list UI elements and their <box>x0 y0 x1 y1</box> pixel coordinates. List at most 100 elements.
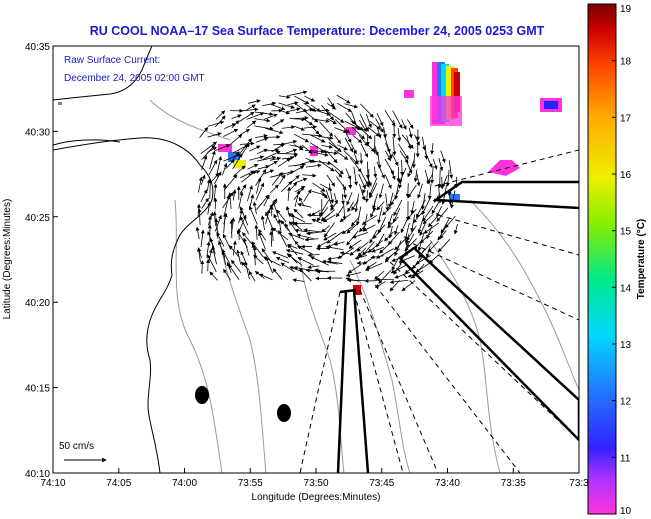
current-vector <box>196 247 201 263</box>
current-vector <box>351 111 359 131</box>
current-vector <box>269 230 274 247</box>
beam-7 <box>353 291 404 473</box>
current-vector <box>378 183 384 199</box>
current-vector <box>263 194 270 207</box>
current-vector <box>398 255 415 263</box>
current-vector <box>257 155 277 162</box>
current-vectors <box>195 90 459 292</box>
current-vector <box>286 253 303 266</box>
current-vector <box>370 255 384 260</box>
current-vector <box>334 169 343 178</box>
current-vector <box>208 120 225 127</box>
current-vector <box>355 206 362 226</box>
current-vector <box>297 202 312 208</box>
current-vector <box>228 245 240 258</box>
current-vector <box>297 245 314 255</box>
current-vector <box>373 166 378 179</box>
current-vector <box>437 169 442 189</box>
current-vector <box>362 224 376 232</box>
current-vector <box>377 216 387 234</box>
current-vector <box>384 248 400 261</box>
y-tick-label: 40:20 <box>25 298 50 309</box>
current-vector <box>421 197 431 216</box>
current-vector <box>263 134 281 139</box>
current-vector <box>319 150 339 156</box>
current-vector <box>407 184 417 199</box>
current-vector <box>415 255 431 265</box>
beam-solid-b <box>352 289 370 473</box>
current-vector <box>364 190 369 203</box>
current-vector <box>223 128 239 137</box>
current-vector <box>326 150 338 164</box>
current-vector <box>362 182 368 194</box>
current-vector <box>419 230 434 244</box>
current-vector <box>321 225 330 233</box>
sst-patch-warm <box>353 285 361 295</box>
chart-title: RU COOL NOAA–17 Sea Surface Temperature:… <box>90 24 545 38</box>
current-vector <box>415 262 432 273</box>
current-vector <box>254 134 268 139</box>
current-vector <box>326 231 343 244</box>
current-vector <box>275 256 290 264</box>
current-vector <box>272 119 285 127</box>
current-vector <box>303 228 321 233</box>
current-vector <box>450 190 456 209</box>
current-vector <box>430 143 435 155</box>
current-vector <box>334 135 342 144</box>
y-tick-label: 40:35 <box>25 42 50 53</box>
current-vector <box>291 221 303 231</box>
current-vector <box>365 161 370 180</box>
current-vector <box>389 279 409 284</box>
current-vector <box>327 103 337 110</box>
current-vector <box>201 155 208 171</box>
current-vector <box>294 190 301 207</box>
current-vector <box>236 249 242 265</box>
current-vector <box>404 263 418 274</box>
current-vector <box>328 142 342 152</box>
current-vector <box>377 151 382 170</box>
current-vector <box>387 213 393 226</box>
current-vector <box>208 159 218 175</box>
current-vector <box>319 183 333 191</box>
current-vector <box>437 225 447 241</box>
beam-1 <box>434 149 579 187</box>
current-vector <box>320 111 331 116</box>
radar-site-2 <box>277 404 291 422</box>
current-vector <box>207 201 212 215</box>
current-vector <box>336 176 347 191</box>
current-vector <box>247 163 259 170</box>
current-vector <box>311 118 330 123</box>
colorbar-label: Temperature (°C) <box>636 219 647 300</box>
current-vector <box>365 135 370 146</box>
current-vector <box>316 207 328 222</box>
current-vector <box>364 262 383 271</box>
current-vector <box>441 175 448 188</box>
current-vector <box>424 145 429 160</box>
current-vector <box>287 244 298 256</box>
current-vector <box>366 143 375 153</box>
x-tick-label: 74:00 <box>172 478 197 489</box>
current-vector <box>437 239 451 253</box>
current-vector <box>240 170 255 179</box>
current-vector <box>223 174 238 191</box>
current-vector <box>376 112 384 127</box>
current-vector <box>384 174 392 190</box>
current-vector <box>285 248 304 255</box>
current-vector <box>232 153 243 170</box>
current-vector <box>312 151 329 157</box>
current-vector <box>352 231 368 239</box>
current-vector <box>422 205 434 222</box>
current-vector <box>311 218 322 224</box>
scale-label: 50 cm/s <box>59 441 94 452</box>
current-vector <box>387 216 399 229</box>
current-vector <box>222 162 228 176</box>
current-vector <box>240 261 250 271</box>
current-vector <box>231 259 242 274</box>
current-vector <box>249 155 265 161</box>
current-vector <box>372 224 386 240</box>
current-vector <box>272 200 279 218</box>
current-vector <box>294 126 306 131</box>
sst-patch-column-f <box>454 72 460 112</box>
colorbar-ticks: 19 18 17 16 15 14 13 12 11 10 <box>612 3 632 517</box>
current-vector <box>200 141 218 155</box>
